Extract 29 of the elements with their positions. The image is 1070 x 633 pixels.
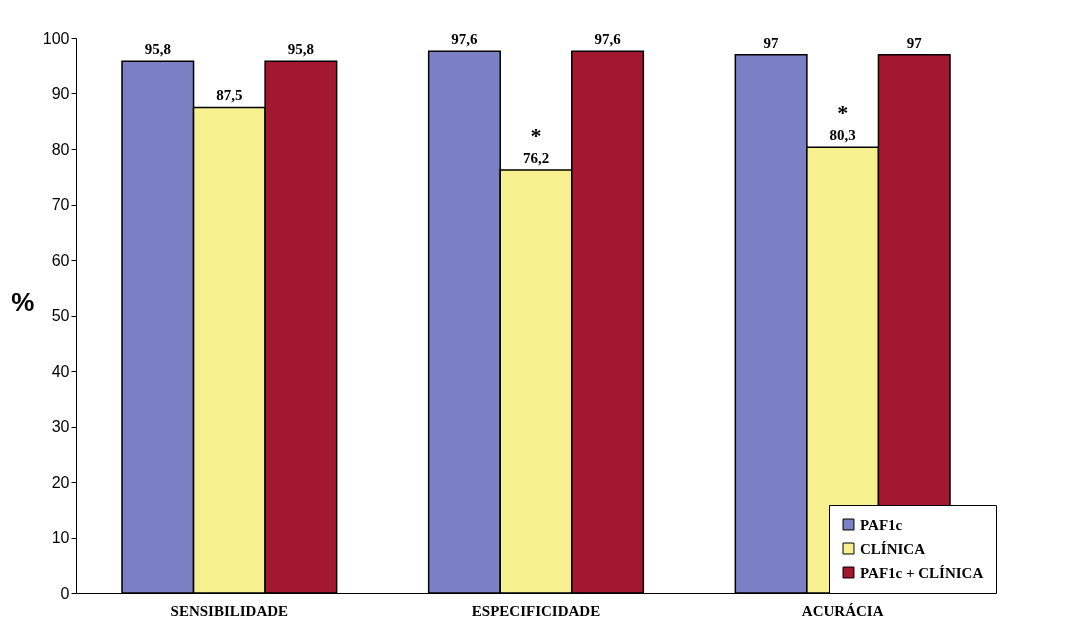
y-tick-label: 70 (51, 196, 70, 213)
legend-label: PAF1c + CLÍNICA (860, 564, 984, 581)
legend-label: PAF1c (860, 516, 903, 533)
data-label: 80,3 (829, 127, 856, 144)
y-tick-label: 100 (42, 29, 70, 47)
y-tick-label: 20 (51, 473, 70, 491)
data-label: 97,6 (594, 31, 622, 48)
y-axis-title: % (11, 287, 35, 317)
y-tick-label: 10 (51, 529, 70, 546)
data-label: 97 (906, 34, 923, 51)
data-label: 97 (763, 34, 780, 51)
data-label: 87,5 (216, 87, 243, 104)
x-tick-label: ESPECIFICIDADE (471, 602, 601, 619)
y-tick-label: 60 (51, 251, 70, 269)
legend-label: CLÍNICA (860, 540, 926, 557)
y-tick-label: 0 (60, 584, 70, 602)
y-tick-label: 90 (51, 85, 70, 102)
y-tick-label: 50 (51, 307, 70, 324)
annotation: * (530, 123, 542, 149)
data-label: 97,6 (451, 31, 479, 48)
y-tick-label: 30 (51, 418, 70, 435)
data-label: 95,8 (144, 41, 171, 58)
y-tick-label: 40 (51, 362, 70, 380)
y-tick-label: 80 (51, 140, 70, 158)
annotation: * (837, 100, 849, 126)
x-tick-label: ACURÁCIA (801, 602, 884, 619)
x-tick-label: SENSIBILIDADE (170, 602, 289, 619)
data-label: 95,8 (287, 41, 315, 58)
data-label: 76,2 (522, 150, 550, 167)
